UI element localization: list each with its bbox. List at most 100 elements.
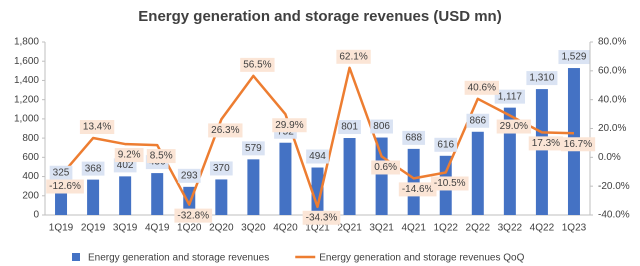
data-label-bg [560,137,596,152]
data-label-group: -32.8% [174,208,213,223]
y-tick-label: 1,800 [14,37,39,48]
y-tick-label: 1,200 [14,94,39,105]
data-label-group: 801 [338,120,361,135]
data-label: 368 [85,163,102,174]
data-label-group: 806 [370,119,393,134]
x-tick-label: 1Q19 [49,223,74,234]
data-label: 8.5% [150,151,173,162]
y-tick-label: 200 [22,190,39,201]
bar [151,173,164,215]
data-label: 616 [437,139,454,150]
y-tick-label: 1,000 [14,114,39,125]
x-tick-label: 3Q19 [113,223,138,234]
x-tick-label: 3Q20 [241,223,266,234]
data-label-group: 1,310 [526,71,558,86]
data-label: 293 [181,170,198,181]
y2-tick-label: 20.0% [598,123,626,134]
data-label: 26.3% [211,125,239,136]
data-label: 801 [341,122,358,133]
data-label-bg [209,161,233,176]
bar [535,89,548,215]
data-label-group: 1,117 [494,89,526,104]
bar [343,138,356,215]
data-label-group: -14.6% [398,182,437,197]
data-label-bg [336,49,371,64]
data-label-group: 494 [306,149,329,164]
data-label-bg [526,71,558,86]
data-label: -34.3% [306,212,338,223]
x-tick-label: 4Q20 [273,223,298,234]
data-label-bg [466,113,490,128]
y2-tick-label: 60.0% [598,65,626,76]
data-label-bg [81,161,105,176]
data-label-bg [402,130,426,145]
data-label: 13.4% [83,122,111,133]
data-label: 0.6% [374,162,397,173]
data-label-group: 0.6% [371,160,401,175]
data-label-bg [338,120,361,135]
legend-label: Energy generation and storage revenues Q… [319,253,524,264]
data-label-bg [174,208,213,223]
data-label: 16.7% [564,139,592,150]
data-label-bg [240,57,275,72]
bar [215,179,228,215]
x-tick-label: 2Q20 [209,223,234,234]
bar [87,179,100,215]
bar [311,167,324,215]
data-label: 806 [373,121,390,132]
x-tick-label: 4Q19 [145,223,170,234]
y-tick-label: 400 [22,171,39,182]
data-label-bg [496,119,532,134]
data-label: 494 [309,151,326,162]
data-label: 579 [245,143,262,154]
data-label-group: 9.2% [114,148,144,163]
bar [503,107,516,215]
data-label-group: 8.5% [146,149,176,164]
data-label-group: -10.5% [430,176,469,191]
line [60,66,575,209]
data-label-bg [398,182,437,197]
legend-label: Energy generation and storage revenues [88,253,269,264]
data-label-group: 29.0% [496,119,532,134]
y-tick-label: 0 [33,210,39,221]
bar [471,131,484,215]
data-label-group: 293 [177,168,201,183]
data-label-bg [370,119,393,134]
data-label: 29.0% [500,121,528,132]
data-label: 1,117 [498,91,523,102]
y2-tick-label: 40.0% [598,94,626,105]
data-label-group: 1,529 [558,50,590,65]
x-tick-label: 2Q22 [466,223,491,234]
data-label: 29.9% [275,120,303,131]
data-label-bg [49,165,73,180]
bar [375,137,388,215]
data-label-group: 29.9% [272,118,307,133]
x-tick-label: 1Q20 [177,223,202,234]
bar [119,176,132,215]
data-label-group: -12.6% [46,179,84,194]
data-label-bg [464,80,499,95]
y2-tick-label: -20.0% [598,181,630,192]
chart-title: Energy generation and storage revenues (… [138,8,501,25]
x-tick-label: 1Q22 [434,223,459,234]
bar [407,148,420,215]
data-label-group: 16.7% [560,137,596,152]
data-label-group: 688 [402,130,426,145]
data-label-bg [46,179,84,194]
data-label: 866 [469,115,486,126]
data-label: 62.1% [339,51,367,62]
data-label-bg [242,141,265,156]
data-label-group: 56.5% [240,57,275,72]
data-label-bg [371,160,401,175]
data-label: 1,310 [529,73,554,84]
data-label: 325 [53,167,70,178]
data-label-group: 62.1% [336,49,371,64]
x-tick-label: 2Q21 [337,223,362,234]
data-label: 402 [117,160,134,171]
y2-tick-label: 80.0% [598,37,626,48]
data-label-bg [430,176,469,191]
data-label: -12.6% [49,181,81,192]
data-label-bg [434,137,458,152]
data-label-group: 17.3% [528,136,564,151]
data-label-group: 13.4% [79,120,115,135]
